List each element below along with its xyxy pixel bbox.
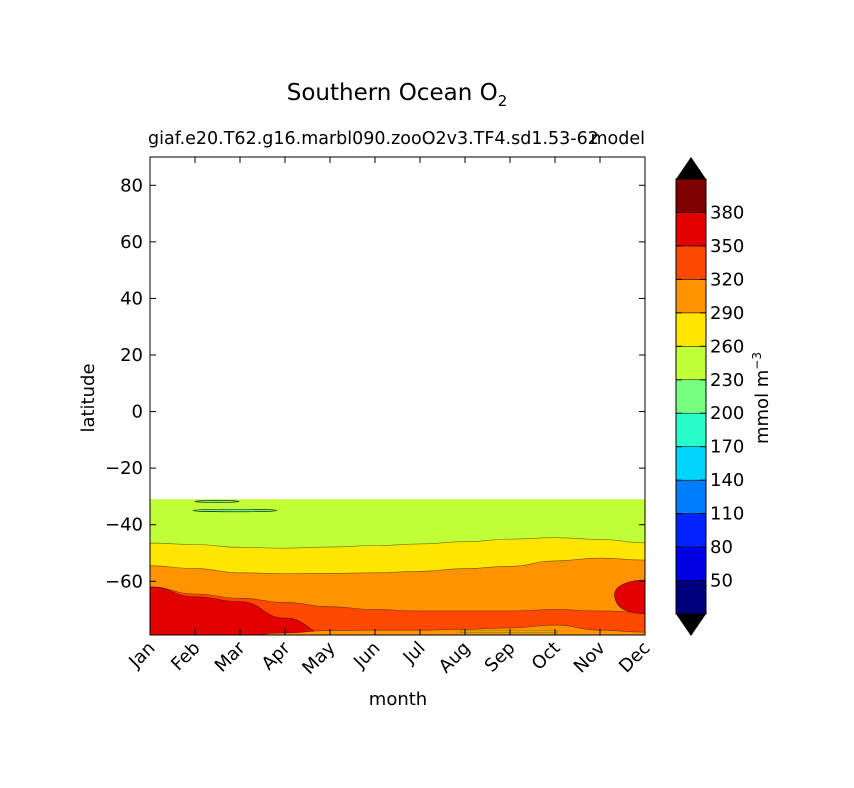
colorbar-extend-top	[676, 157, 706, 179]
contour-strip-south	[460, 630, 558, 634]
contour-blob-east	[614, 579, 645, 615]
y-tick-label: −20	[105, 458, 143, 479]
colorbar-frame	[675, 178, 707, 615]
colorbar-segment	[675, 212, 707, 247]
y-tick-label: 0	[132, 402, 143, 423]
colorbar-tick-label: 200	[710, 403, 744, 424]
y-tick-label: 20	[120, 345, 143, 366]
chart-subtitle-left: giaf.e20.T62.g16.marbl090.zooO2v3.TF4.sd…	[148, 129, 599, 149]
colorbar-segment	[675, 379, 707, 414]
colorbar-tick-label: 320	[710, 269, 744, 290]
colorbar-extend-bottom	[676, 614, 706, 636]
colorbar-tick-label: 110	[710, 504, 744, 525]
colorbar-tick-label: 170	[710, 437, 744, 458]
chart-subtitle-right: model	[591, 129, 646, 149]
colorbar-tick-label: 80	[710, 537, 733, 558]
colorbar-tick-label: 350	[710, 236, 744, 257]
colorbar-tick-label: 50	[710, 571, 733, 592]
colorbar-segment	[675, 580, 707, 615]
y-axis-label: latitude	[78, 363, 99, 432]
x-axis-label: month	[369, 689, 427, 710]
colorbar-segment	[675, 245, 707, 280]
colorbar-segment	[675, 513, 707, 548]
y-tick-label: −60	[105, 571, 143, 592]
y-tick-label: 60	[120, 232, 143, 253]
colorbar-segment	[675, 546, 707, 581]
plot-frame	[149, 156, 646, 636]
colorbar-tick-label: 230	[710, 370, 744, 391]
colorbar-segment	[675, 312, 707, 347]
colorbar-segment	[675, 412, 707, 447]
colorbar-segment	[675, 479, 707, 514]
y-tick-label: −40	[105, 515, 143, 536]
colorbar-tick-label: 380	[710, 202, 744, 223]
contour-lens-2	[194, 500, 240, 503]
colorbar-tick-label: 140	[710, 470, 744, 491]
contour-fills	[150, 499, 645, 635]
colorbar-segment	[675, 346, 707, 381]
colorbar-segment	[675, 446, 707, 481]
colorbar-tick-label: 290	[710, 303, 744, 324]
colorbar-tick-label: 260	[710, 336, 744, 357]
colorbar-segment	[675, 279, 707, 314]
chart-title: Southern Ocean O2	[287, 80, 507, 110]
y-tick-label: 80	[120, 175, 143, 196]
colorbar-segment	[675, 178, 707, 213]
y-axis-ticks: 80 60 40 20 0 −20 −40 −60	[105, 175, 645, 592]
colorbar: 50 80 110 140 170 200 230 260 290 320 350 380	[675, 157, 744, 636]
colorbar-label: mmol m−3	[750, 352, 773, 444]
contour-lens-1	[192, 508, 278, 513]
contour-band-4	[150, 586, 645, 635]
y-tick-label: 40	[120, 288, 143, 309]
